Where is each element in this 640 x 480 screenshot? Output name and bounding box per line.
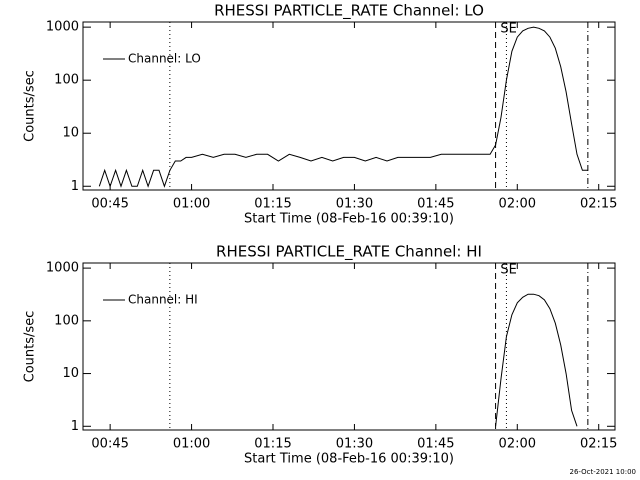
- legend-label: Channel: HI: [128, 293, 198, 307]
- data-line: [98, 26, 588, 188]
- y-axis-label: Counts/sec: [23, 311, 38, 383]
- y-tick-label: 10: [62, 126, 79, 141]
- plot-frame: [82, 21, 616, 191]
- x-axis-label: Start Time (08-Feb-16 00:39:10): [244, 212, 454, 227]
- x-tick-label: 01:30: [336, 437, 373, 452]
- x-tick-label: 01:45: [417, 437, 454, 452]
- plot-frame: [82, 262, 616, 431]
- chart-title: RHESSI PARTICLE_RATE Channel: LO: [214, 2, 484, 21]
- x-tick-label: 02:15: [580, 437, 617, 452]
- y-tick-label: 1000: [46, 20, 79, 35]
- y-tick-label: 1: [71, 179, 79, 194]
- x-tick-label: 01:30: [336, 197, 373, 212]
- x-tick-label: 02:15: [580, 197, 617, 212]
- x-tick-label: 00:45: [91, 197, 128, 212]
- x-tick-label: 00:45: [91, 437, 128, 452]
- y-tick-label: 1000: [46, 261, 79, 276]
- x-tick-label: 01:15: [254, 437, 291, 452]
- y-tick-label: 10: [62, 366, 79, 381]
- x-tick-label: 01:00: [173, 437, 210, 452]
- x-tick-label: 01:45: [417, 197, 454, 212]
- y-tick-label: 1: [71, 419, 79, 434]
- legend-label: Channel: LO: [128, 52, 201, 66]
- annotation: SE: [500, 22, 516, 37]
- x-tick-label: 01:00: [173, 197, 210, 212]
- y-axis-label: Counts/sec: [23, 70, 38, 142]
- y-tick-label: 100: [54, 73, 79, 88]
- x-tick-label: 02:00: [499, 437, 536, 452]
- data-line: [495, 293, 578, 427]
- annotation: SE: [500, 263, 516, 278]
- x-tick-label: 01:15: [254, 197, 291, 212]
- footer: 26-Oct-2021 10:00: [570, 468, 636, 476]
- chart-title: RHESSI PARTICLE_RATE Channel: HI: [216, 243, 482, 262]
- x-axis-label: Start Time (08-Feb-16 00:39:10): [244, 452, 454, 467]
- y-tick-label: 100: [54, 313, 79, 328]
- x-tick-label: 02:00: [499, 197, 536, 212]
